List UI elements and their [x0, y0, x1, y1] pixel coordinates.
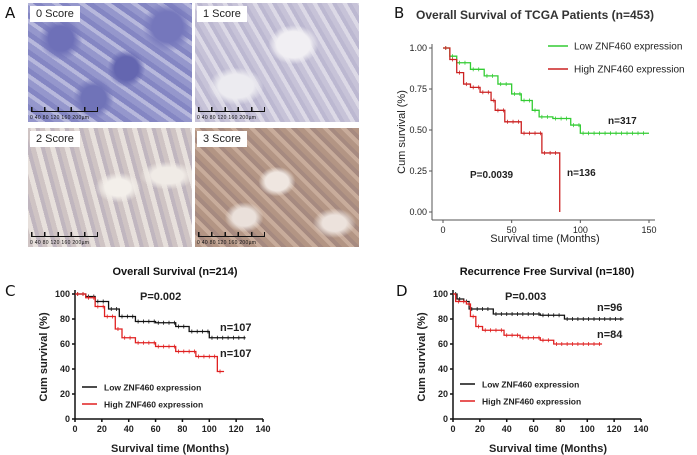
x-tick-label: 150 — [641, 225, 656, 235]
survival-curve-low — [453, 293, 624, 320]
y-tick-label: 40 — [60, 364, 70, 374]
scale-bar — [31, 107, 98, 112]
scale-bar — [198, 232, 265, 237]
p-value: P=0.002 — [140, 291, 181, 303]
y-tick-label: 0 — [65, 414, 70, 424]
y-tick-label: 80 — [438, 314, 448, 324]
histology-image-score-1: 1 Score 0 40 80 120 160 200µm — [195, 3, 359, 122]
chart-title: Recurrence Free Survival (n=180) — [460, 266, 635, 278]
survival-curve-low — [443, 47, 649, 134]
x-axis-label: Survival time (Months) — [490, 233, 599, 245]
y-tick-label: 0.25 — [409, 166, 427, 176]
x-tick-label: 20 — [97, 424, 107, 434]
y-tick-label: 80 — [60, 314, 70, 324]
chart-b: Overall Survival of TCGA Patients (n=453… — [396, 8, 685, 245]
score-label: 3 Score — [197, 131, 247, 147]
scale-bar-label: 0 40 80 120 160 200µm — [197, 240, 257, 246]
x-tick-label: 40 — [502, 424, 512, 434]
panel-label-c: C — [5, 282, 16, 300]
survival-curve-high — [453, 293, 603, 345]
x-tick-label: 80 — [555, 424, 565, 434]
y-tick-label: 60 — [60, 339, 70, 349]
score-label: 1 Score — [197, 6, 247, 22]
legend-label: High ZNF460 expression — [574, 65, 685, 76]
x-tick-label: 140 — [255, 424, 270, 434]
y-tick-label: 20 — [60, 389, 70, 399]
histology-image-score-0: 0 Score 0 40 80 120 160 200µm — [28, 3, 192, 122]
panel-label-b: B — [394, 4, 405, 22]
x-axis-label: Survival time (Months) — [111, 443, 229, 455]
p-value: P=0.003 — [505, 291, 546, 303]
chart-d: Recurrence Free Survival (n=180) 0 20 40 60 8… — [416, 266, 649, 455]
histology-image-score-3: 3 Score 0 40 80 120 160 200µm — [195, 128, 359, 247]
scale-bar — [31, 232, 98, 237]
p-value: P=0.0039 — [470, 170, 514, 181]
y-axis-label: Cum survival (%) — [396, 90, 408, 174]
x-tick-label: 100 — [573, 225, 588, 235]
x-tick-label: 100 — [580, 424, 595, 434]
survival-curve-high — [443, 47, 561, 212]
y-tick-label: 0.50 — [409, 125, 427, 135]
n-low-label: n=107 — [220, 322, 252, 334]
panel-label-a: A — [5, 4, 16, 22]
legend-label: Low ZNF460 expression — [104, 383, 201, 393]
x-tick-label: 0 — [72, 424, 77, 434]
x-tick-label: 0 — [450, 424, 455, 434]
x-tick-label: 40 — [124, 424, 134, 434]
y-tick-label: 100 — [433, 289, 448, 299]
y-tick-label: 20 — [438, 389, 448, 399]
n-low-label: n=317 — [608, 116, 637, 127]
y-tick-label: 0.75 — [409, 84, 427, 94]
legend-label: High ZNF460 expression — [482, 397, 581, 407]
y-axis-label: Cum survival (%) — [416, 312, 428, 402]
survival-curve-high — [75, 293, 225, 373]
scale-bar-label: 0 40 80 120 160 200µm — [197, 115, 257, 121]
n-high-label: n=107 — [220, 348, 252, 360]
panel-label-d: D — [396, 282, 408, 300]
histology-image-score-2: 2 Score 0 40 80 120 160 200µm — [28, 128, 192, 247]
x-tick-label: 60 — [151, 424, 161, 434]
x-tick-label: 140 — [633, 424, 648, 434]
legend-label: High ZNF460 expression — [104, 400, 203, 410]
score-label: 2 Score — [30, 131, 80, 147]
x-tick-label: 120 — [607, 424, 622, 434]
y-tick-label: 60 — [438, 339, 448, 349]
legend-label: Low ZNF460 expression — [482, 380, 579, 390]
x-axis-label: Survival time (Months) — [489, 443, 607, 455]
n-high-label: n=84 — [597, 329, 623, 341]
y-tick-label: 0 — [443, 414, 448, 424]
scale-bar-label: 0 40 80 120 160 200µm — [30, 240, 90, 246]
n-high-label: n=136 — [567, 168, 596, 179]
x-tick-label: 80 — [177, 424, 187, 434]
n-low-label: n=96 — [597, 302, 622, 314]
chart-c: Overall Survival (n=214) 0 20 40 60 80 100 120 1… — [38, 266, 271, 455]
y-tick-label: 0.00 — [409, 207, 427, 217]
x-tick-label: 120 — [229, 424, 244, 434]
x-tick-label: 100 — [202, 424, 217, 434]
y-tick-label: 1.00 — [409, 43, 427, 53]
y-tick-label: 100 — [55, 289, 70, 299]
scale-bar — [198, 107, 265, 112]
legend-label: Low ZNF460 expression — [574, 42, 682, 53]
chart-title: Overall Survival of TCGA Patients (n=453… — [416, 8, 654, 22]
y-axis-label: Cum survival (%) — [38, 312, 50, 402]
x-tick-label: 20 — [475, 424, 485, 434]
chart-title: Overall Survival (n=214) — [112, 266, 237, 278]
x-tick-label: 0 — [440, 225, 445, 235]
x-tick-label: 60 — [529, 424, 539, 434]
scale-bar-label: 0 40 80 120 160 200µm — [30, 115, 90, 121]
y-tick-label: 40 — [438, 364, 448, 374]
score-label: 0 Score — [30, 6, 80, 22]
x-tick-label: 50 — [507, 225, 517, 235]
